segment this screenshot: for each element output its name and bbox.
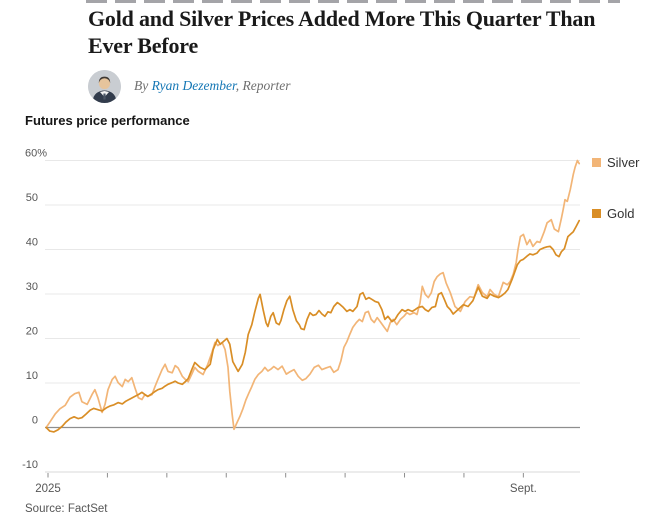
series-lines: [45, 159, 581, 433]
svg-text:2025: 2025: [35, 483, 61, 495]
svg-text:60%: 60%: [25, 148, 47, 160]
cropped-text-band: [86, 0, 620, 3]
article-title-line1: Gold and Silver Prices Added More This Q…: [88, 6, 596, 31]
x-axis: [45, 471, 580, 478]
chart-title: Futures price performance: [25, 113, 190, 128]
author-link[interactable]: Ryan Dezember: [151, 78, 236, 93]
svg-text:0: 0: [32, 415, 38, 427]
legend-item-silver: Silver: [592, 156, 640, 169]
article-title: Gold and Silver Prices Added More This Q…: [88, 5, 644, 59]
silver-swatch-icon: [592, 158, 601, 167]
svg-text:-10: -10: [22, 459, 38, 471]
gridlines: [45, 160, 580, 384]
gold-swatch-icon: [592, 209, 601, 218]
source-note: Source: FactSet: [25, 503, 108, 515]
svg-text:40: 40: [26, 237, 38, 249]
svg-text:10: 10: [26, 370, 38, 382]
svg-text:20: 20: [26, 326, 38, 338]
byline-suffix: , Reporter: [235, 78, 291, 93]
article-title-line2: Ever Before: [88, 33, 199, 58]
svg-text:50: 50: [26, 192, 38, 204]
svg-text:30: 30: [26, 281, 38, 293]
legend-label-silver: Silver: [607, 155, 640, 170]
author-avatar-graphic: [88, 69, 121, 103]
byline-text: By Ryan Dezember, Reporter: [134, 78, 290, 94]
y-axis-labels: 60% 50 40 30 20 10 0 -10: [22, 148, 47, 472]
legend-label-gold: Gold: [607, 206, 635, 221]
byline: By Ryan Dezember, Reporter: [88, 69, 290, 103]
byline-prefix: By: [134, 78, 152, 93]
svg-text:Sept.: Sept.: [510, 483, 537, 495]
legend-item-gold: Gold: [592, 207, 634, 220]
author-avatar[interactable]: [88, 69, 121, 103]
x-axis-labels: 2025 Sept.: [35, 483, 537, 495]
